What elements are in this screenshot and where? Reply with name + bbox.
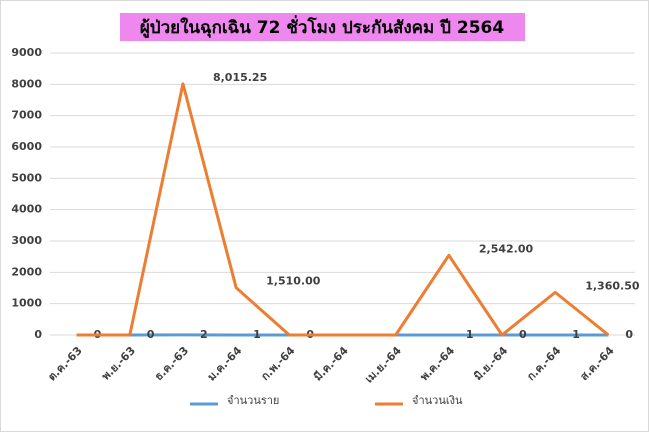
y-tick-label: 6000 — [11, 140, 42, 153]
legend-label: จำนวนเงิน — [412, 394, 463, 407]
data-label: 0 — [625, 328, 633, 341]
y-tick-label: 5000 — [11, 171, 42, 184]
y-tick-label: 7000 — [11, 109, 42, 122]
y-tick-label: 0 — [34, 328, 42, 341]
data-label: 1 — [466, 328, 474, 341]
y-tick-label: 9000 — [11, 46, 42, 59]
data-label: 1 — [253, 328, 261, 341]
data-label: 8,015.25 — [213, 71, 267, 84]
legend-label: จำนวนราย — [227, 394, 279, 407]
y-tick-label: 8000 — [11, 77, 42, 90]
y-tick-label: 3000 — [11, 234, 42, 247]
data-label: 0 — [519, 328, 527, 341]
data-label: 0 — [147, 328, 155, 341]
data-label: 1 — [572, 328, 580, 341]
y-tick-label: 1000 — [11, 297, 42, 310]
data-label: 1,360.50 — [585, 279, 640, 292]
y-tick-label: 2000 — [11, 265, 42, 278]
data-label: 1,510.00 — [266, 275, 321, 288]
y-tick-label: 4000 — [11, 203, 42, 216]
data-label: 2 — [200, 328, 208, 341]
chart-title: ผู้ป่วยในฉุกเฉิน 72 ชั่วโมง ประกันสังคม … — [140, 15, 505, 39]
data-label: 2,542.00 — [479, 242, 534, 255]
